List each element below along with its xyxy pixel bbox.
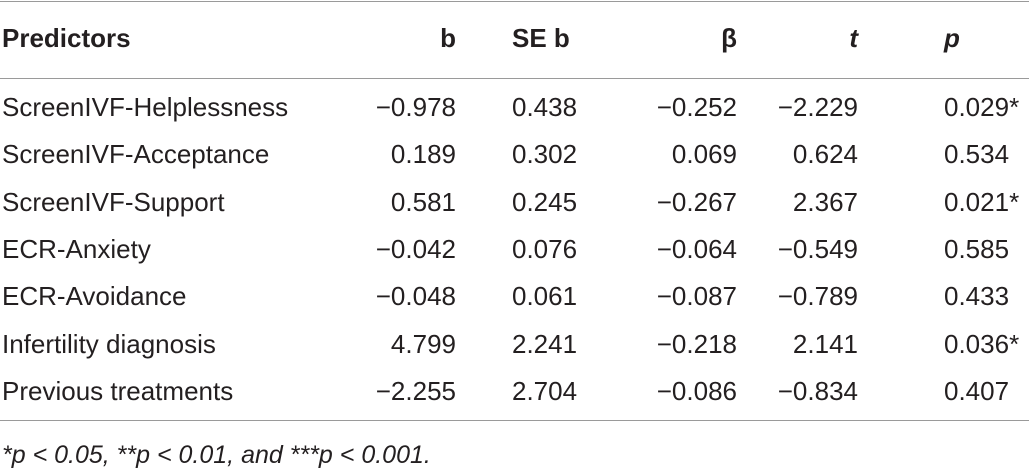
table-cell: −0.048 bbox=[375, 281, 456, 312]
table-cell: 0.302 bbox=[512, 139, 578, 170]
table-cell: 0.245 bbox=[512, 186, 578, 217]
header-rule bbox=[0, 78, 1029, 79]
table-cell: −0.086 bbox=[656, 375, 737, 406]
table-cell: −0.087 bbox=[656, 281, 737, 312]
table-cell: 0.433 bbox=[944, 281, 1010, 312]
column-header: Predictors bbox=[2, 23, 131, 53]
table-cell: −0.978 bbox=[375, 92, 456, 122]
table-cell: 0.534 bbox=[944, 139, 1010, 170]
row-label: ScreenIVF-Acceptance bbox=[2, 139, 270, 170]
table-cell: −2.255 bbox=[375, 375, 456, 406]
table-cell: −2.229 bbox=[777, 92, 858, 122]
column-header: b bbox=[440, 23, 456, 53]
footnote: *p < 0.05, **p < 0.01, and ***p < 0.001. bbox=[2, 441, 431, 469]
row-label: ECR-Avoidance bbox=[2, 281, 187, 312]
table-cell: 0.061 bbox=[512, 281, 578, 312]
table-cell: −0.252 bbox=[656, 92, 737, 122]
table-cell: 2.241 bbox=[512, 328, 578, 359]
table-cell: 0.407 bbox=[944, 375, 1010, 406]
table-cell: −0.267 bbox=[656, 186, 737, 217]
row-label: ScreenIVF-Support bbox=[2, 186, 225, 217]
table-cell: 0.585 bbox=[944, 233, 1010, 264]
column-header: β bbox=[721, 23, 737, 53]
table-cell: 0.021* bbox=[944, 186, 1020, 217]
table-cell: −0.834 bbox=[777, 375, 858, 406]
table-cell: 2.704 bbox=[512, 375, 578, 406]
table-cell: 0.036* bbox=[944, 328, 1020, 359]
bottom-rule bbox=[0, 420, 1029, 421]
table-cell: 2.141 bbox=[792, 328, 858, 359]
row-label: ScreenIVF-Helplessness bbox=[2, 92, 289, 122]
table-cell: −0.042 bbox=[375, 233, 456, 264]
table-cell: 0.076 bbox=[512, 233, 578, 264]
column-header: t bbox=[849, 23, 858, 53]
table-cell: −0.218 bbox=[656, 328, 737, 359]
table-cell: 0.189 bbox=[390, 139, 456, 170]
table-cell: 0.624 bbox=[792, 139, 858, 170]
table-cell: 0.029* bbox=[944, 92, 1020, 122]
row-label: ECR-Anxiety bbox=[2, 233, 151, 264]
column-header: p bbox=[944, 23, 960, 53]
table-cell: −0.064 bbox=[656, 233, 737, 264]
table-cell: 0.581 bbox=[390, 186, 456, 217]
table-cell: 4.799 bbox=[390, 328, 456, 359]
table-cell: 0.069 bbox=[671, 139, 737, 170]
top-rule bbox=[0, 1, 1029, 2]
table-cell: 0.438 bbox=[512, 92, 578, 122]
table-cell: −0.789 bbox=[777, 281, 858, 312]
table-cell: −0.549 bbox=[777, 233, 858, 264]
column-header: SE b bbox=[512, 23, 570, 53]
row-label: Previous treatments bbox=[2, 375, 234, 406]
table-cell: 2.367 bbox=[792, 186, 858, 217]
row-label: Infertility diagnosis bbox=[2, 328, 216, 359]
